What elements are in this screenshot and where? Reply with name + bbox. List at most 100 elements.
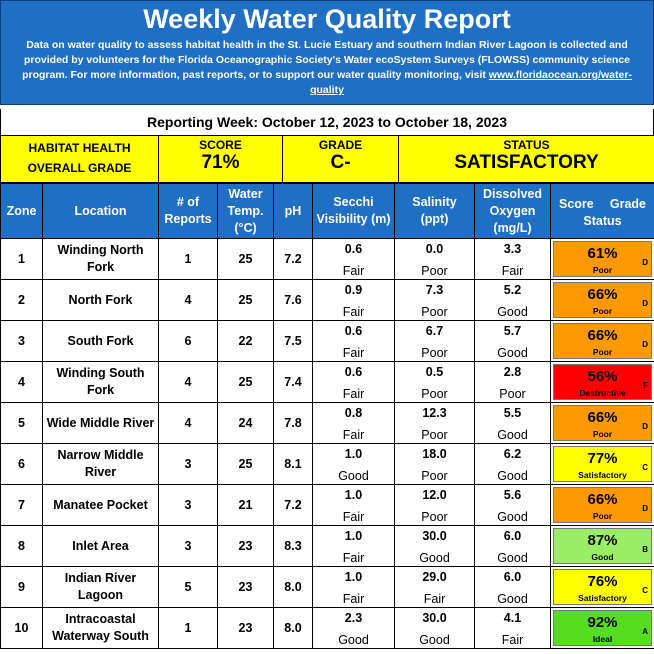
secchi-cell: 0.6 Fair	[313, 239, 395, 280]
location-line2: River	[43, 464, 158, 481]
table-row: 4 Winding South Fork 4 25 7.4 0.6 Fair 0.5 Poor 2.…	[1, 362, 654, 403]
do-cell: 5.5 Good	[475, 403, 551, 444]
col-secchi-l1: Secchi	[313, 194, 394, 211]
status-label: STATUS	[399, 136, 654, 152]
grade-label: GRADE	[283, 136, 398, 152]
score-status: Good	[554, 552, 651, 562]
zone-cell: 9	[1, 567, 43, 608]
score-percent: 66%	[554, 409, 651, 426]
zone-cell: 10	[1, 608, 43, 649]
salinity-rating: Poor	[395, 469, 474, 483]
salinity-value: 12.3	[395, 406, 474, 420]
do-value: 3.3	[475, 242, 550, 256]
temp-cell: 25	[218, 280, 274, 321]
score-badge: 77% C Satisfactory	[553, 446, 652, 482]
secchi-rating: Fair	[313, 551, 394, 565]
salinity-rating: Poor	[395, 387, 474, 401]
col-reports-l1: # of	[159, 194, 217, 211]
zone-cell: 5	[1, 403, 43, 444]
salinity-value: 18.0	[395, 447, 474, 461]
reporting-week: Reporting Week: October 12, 2023 to Octo…	[0, 109, 654, 135]
score-percent: 77%	[554, 450, 651, 467]
salinity-cell: 0.5 Poor	[395, 362, 475, 403]
secchi-cell: 1.0 Fair	[313, 567, 395, 608]
secchi-value: 2.3	[313, 611, 394, 625]
salinity-value: 7.3	[395, 283, 474, 297]
reports-cell: 3	[159, 526, 218, 567]
score-cell: 66% D Poor	[551, 280, 654, 321]
table-row: 6 Narrow Middle River 3 25 8.1 1.0 Good 18.0 Poor…	[1, 444, 654, 485]
location-line1: Inlet Area	[43, 538, 158, 555]
score-cell: 66% D Poor	[551, 485, 654, 526]
salinity-cell: 6.7 Poor	[395, 321, 475, 362]
location-line2: Fork	[43, 382, 158, 399]
table-row: 2 North Fork 4 25 7.6 0.9 Fair 7.3 Poor 5.2 Good 66…	[1, 280, 654, 321]
secchi-rating: Fair	[313, 305, 394, 319]
do-rating: Poor	[475, 387, 550, 401]
zone-rows: 1 Winding North Fork 1 25 7.2 0.6 Fair 0.0 Poor 3.…	[1, 239, 654, 649]
habitat-health-label: HABITAT HEALTH OVERALL GRADE	[1, 136, 159, 183]
location-cell: Narrow Middle River	[43, 444, 159, 485]
ph-cell: 8.3	[274, 526, 313, 567]
score-badge: 66% D Poor	[553, 405, 652, 441]
salinity-value: 12.0	[395, 488, 474, 502]
secchi-rating: Fair	[313, 387, 394, 401]
salinity-rating: Fair	[395, 592, 474, 606]
zone-cell: 4	[1, 362, 43, 403]
secchi-rating: Fair	[313, 346, 394, 360]
temp-cell: 25	[218, 239, 274, 280]
col-salinity-l2: (ppt)	[395, 211, 474, 228]
secchi-value: 1.0	[313, 529, 394, 543]
score-status: Destructive	[554, 388, 651, 398]
score-status: Poor	[554, 429, 651, 439]
salinity-value: 6.7	[395, 324, 474, 338]
table-row: 10 Intracoastal Waterway South 1 23 8.0 2.3 Goo…	[1, 608, 654, 649]
location-line1: Manatee Pocket	[43, 497, 158, 514]
salinity-cell: 29.0 Fair	[395, 567, 475, 608]
overall-grade: GRADE C-	[283, 136, 399, 183]
do-value: 6.0	[475, 529, 550, 543]
score-badge: 76% C Satisfactory	[553, 569, 652, 605]
salinity-rating: Poor	[395, 264, 474, 278]
do-rating: Fair	[475, 633, 550, 647]
report-header: Weekly Water Quality Report Data on wate…	[0, 0, 654, 105]
status-value: SATISFACTORY	[399, 152, 654, 174]
reports-cell: 3	[159, 485, 218, 526]
score-value: 71%	[159, 152, 282, 174]
location-cell: Manatee Pocket	[43, 485, 159, 526]
salinity-rating: Good	[395, 551, 474, 565]
score-status: Satisfactory	[554, 470, 651, 480]
score-percent: 76%	[554, 573, 651, 590]
secchi-value: 0.6	[313, 242, 394, 256]
col-reports: # of Reports	[159, 184, 218, 239]
score-cell: 66% D Poor	[551, 403, 654, 444]
reports-cell: 3	[159, 444, 218, 485]
secchi-value: 1.0	[313, 447, 394, 461]
ph-cell: 8.0	[274, 608, 313, 649]
temp-cell: 25	[218, 444, 274, 485]
salinity-cell: 30.0 Good	[395, 608, 475, 649]
reports-cell: 5	[159, 567, 218, 608]
col-grade: Grade	[610, 196, 646, 213]
score-percent: 66%	[554, 327, 651, 344]
salinity-value: 0.0	[395, 242, 474, 256]
zone-table: Zone Location # of Reports Water Temp. (°C)…	[0, 183, 654, 649]
salinity-cell: 7.3 Poor	[395, 280, 475, 321]
score-cell: 77% C Satisfactory	[551, 444, 654, 485]
grade-value: C-	[283, 152, 398, 174]
salinity-cell: 12.3 Poor	[395, 403, 475, 444]
secchi-cell: 0.6 Fair	[313, 362, 395, 403]
location-cell: North Fork	[43, 280, 159, 321]
salinity-rating: Poor	[395, 428, 474, 442]
location-line1: Wide Middle River	[43, 415, 158, 432]
location-line1: Winding South	[43, 365, 158, 382]
score-badge: 56% F Destructive	[553, 364, 652, 400]
col-do-l1: Dissolved	[475, 186, 550, 203]
do-cell: 4.1 Fair	[475, 608, 551, 649]
col-score: Score	[559, 196, 594, 213]
score-cell: 66% D Poor	[551, 321, 654, 362]
do-rating: Good	[475, 551, 550, 565]
col-zone: Zone	[1, 184, 43, 239]
salinity-value: 0.5	[395, 365, 474, 379]
location-line1: Indian River	[43, 570, 158, 587]
